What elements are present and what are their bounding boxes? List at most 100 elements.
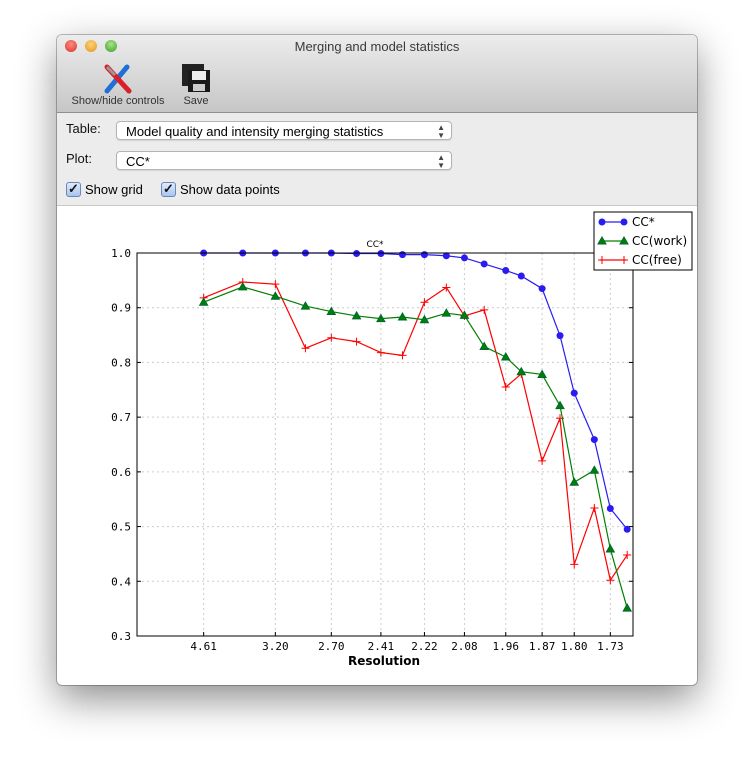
x-tick-label: 2.70 bbox=[318, 640, 345, 653]
y-tick-label: 0.3 bbox=[111, 630, 131, 643]
plot-label: Plot: bbox=[66, 151, 93, 166]
table-select[interactable]: Model quality and intensity merging stat… bbox=[116, 121, 452, 140]
data-point bbox=[442, 283, 451, 292]
data-point bbox=[420, 251, 428, 259]
series-line bbox=[203, 281, 628, 582]
legend-marker bbox=[598, 218, 606, 226]
data-point bbox=[517, 272, 525, 280]
plot-select-value: CC* bbox=[126, 154, 150, 169]
data-point bbox=[538, 456, 547, 465]
legend-marker bbox=[620, 218, 628, 226]
data-point bbox=[501, 383, 510, 392]
data-point bbox=[589, 465, 600, 474]
data-point bbox=[419, 314, 430, 324]
show-hide-controls-label: Show/hide controls bbox=[71, 95, 165, 107]
checkmark-icon: ✓ bbox=[66, 182, 81, 197]
legend: CC* CC(work) CC(free) bbox=[593, 211, 693, 271]
y-tick-label: 0.8 bbox=[111, 356, 131, 369]
legend-label: CC* bbox=[632, 215, 655, 229]
data-point bbox=[623, 525, 631, 533]
y-tick-label: 0.4 bbox=[111, 575, 131, 588]
x-tick-label: 1.96 bbox=[493, 640, 520, 653]
data-point bbox=[555, 400, 565, 410]
data-point bbox=[237, 281, 248, 291]
y-tick-label: 0.7 bbox=[111, 411, 131, 424]
updown-arrows-icon: ▲ ▼ bbox=[437, 153, 445, 170]
table-label: Table: bbox=[66, 121, 101, 136]
data-point bbox=[479, 341, 490, 351]
data-point bbox=[270, 291, 281, 300]
data-point bbox=[623, 551, 632, 560]
zoom-button[interactable] bbox=[105, 40, 117, 52]
data-point bbox=[538, 285, 546, 293]
data-point bbox=[500, 351, 511, 361]
x-tick-label: 3.20 bbox=[262, 640, 289, 653]
y-tick-label: 0.6 bbox=[111, 466, 131, 479]
data-point bbox=[420, 298, 429, 307]
plot-frame bbox=[136, 252, 634, 637]
data-point bbox=[606, 576, 615, 585]
data-point bbox=[570, 560, 579, 569]
show-data-points-checkbox[interactable]: ✓ Show data points bbox=[161, 182, 280, 197]
y-tick-label: 0.9 bbox=[111, 302, 131, 315]
legend-marker bbox=[620, 256, 628, 264]
window-title: Merging and model statistics bbox=[294, 39, 460, 54]
save-label: Save bbox=[183, 95, 209, 107]
show-grid-checkbox[interactable]: ✓ Show grid bbox=[66, 182, 143, 197]
series-line bbox=[203, 286, 628, 609]
series-cc-work- bbox=[198, 281, 633, 612]
x-tick-label: 2.22 bbox=[411, 640, 438, 653]
y-tick-label: 0.5 bbox=[111, 521, 131, 534]
x-tick-label: 1.87 bbox=[529, 640, 556, 653]
data-point bbox=[300, 301, 311, 310]
plot-select[interactable]: CC* ▲ ▼ bbox=[116, 151, 452, 170]
title-bar: Merging and model statistics Show/hide c… bbox=[57, 35, 697, 113]
data-point bbox=[590, 503, 599, 512]
x-tick-label: 4.61 bbox=[190, 640, 217, 653]
legend-label: CC(free) bbox=[632, 253, 682, 267]
data-point bbox=[460, 254, 468, 262]
data-point bbox=[606, 505, 614, 513]
checkmark-icon: ✓ bbox=[161, 182, 176, 197]
data-point bbox=[590, 436, 598, 444]
y-tick-label: 1.0 bbox=[111, 247, 131, 260]
legend-label: CC(work) bbox=[632, 234, 687, 248]
series-cc-free- bbox=[199, 277, 632, 585]
data-point bbox=[351, 310, 362, 320]
x-tick-label: 2.08 bbox=[451, 640, 478, 653]
x-tick-label: 1.73 bbox=[597, 640, 624, 653]
close-button[interactable] bbox=[65, 40, 77, 52]
data-point bbox=[326, 306, 337, 316]
x-axis-label: Resolution bbox=[348, 654, 420, 668]
x-tick-label: 1.80 bbox=[561, 640, 588, 653]
data-point bbox=[398, 351, 407, 360]
show-data-points-label: Show data points bbox=[180, 182, 280, 197]
updown-arrows-icon: ▲ ▼ bbox=[437, 123, 445, 140]
data-point bbox=[622, 603, 633, 612]
legend-marker bbox=[598, 256, 606, 264]
data-point bbox=[377, 250, 385, 258]
data-point bbox=[459, 310, 470, 319]
data-point bbox=[353, 250, 361, 258]
legend-marker bbox=[619, 235, 629, 245]
show-grid-label: Show grid bbox=[85, 182, 143, 197]
data-point bbox=[569, 477, 580, 486]
minimize-button[interactable] bbox=[85, 40, 97, 52]
data-point bbox=[480, 305, 489, 314]
data-point bbox=[376, 313, 386, 323]
data-point bbox=[570, 389, 578, 397]
show-hide-controls-button[interactable]: Show/hide controls bbox=[65, 61, 171, 107]
data-point bbox=[301, 344, 310, 353]
data-point bbox=[352, 337, 361, 346]
x-tick-label: 2.41 bbox=[368, 640, 395, 653]
data-point bbox=[605, 543, 616, 553]
data-point bbox=[327, 333, 336, 342]
series-cc- bbox=[200, 249, 631, 533]
data-point bbox=[397, 312, 408, 321]
data-point bbox=[398, 251, 406, 259]
data-point bbox=[442, 252, 450, 260]
save-button[interactable]: Save bbox=[177, 61, 215, 107]
data-point bbox=[441, 308, 452, 317]
tools-icon bbox=[65, 61, 171, 95]
